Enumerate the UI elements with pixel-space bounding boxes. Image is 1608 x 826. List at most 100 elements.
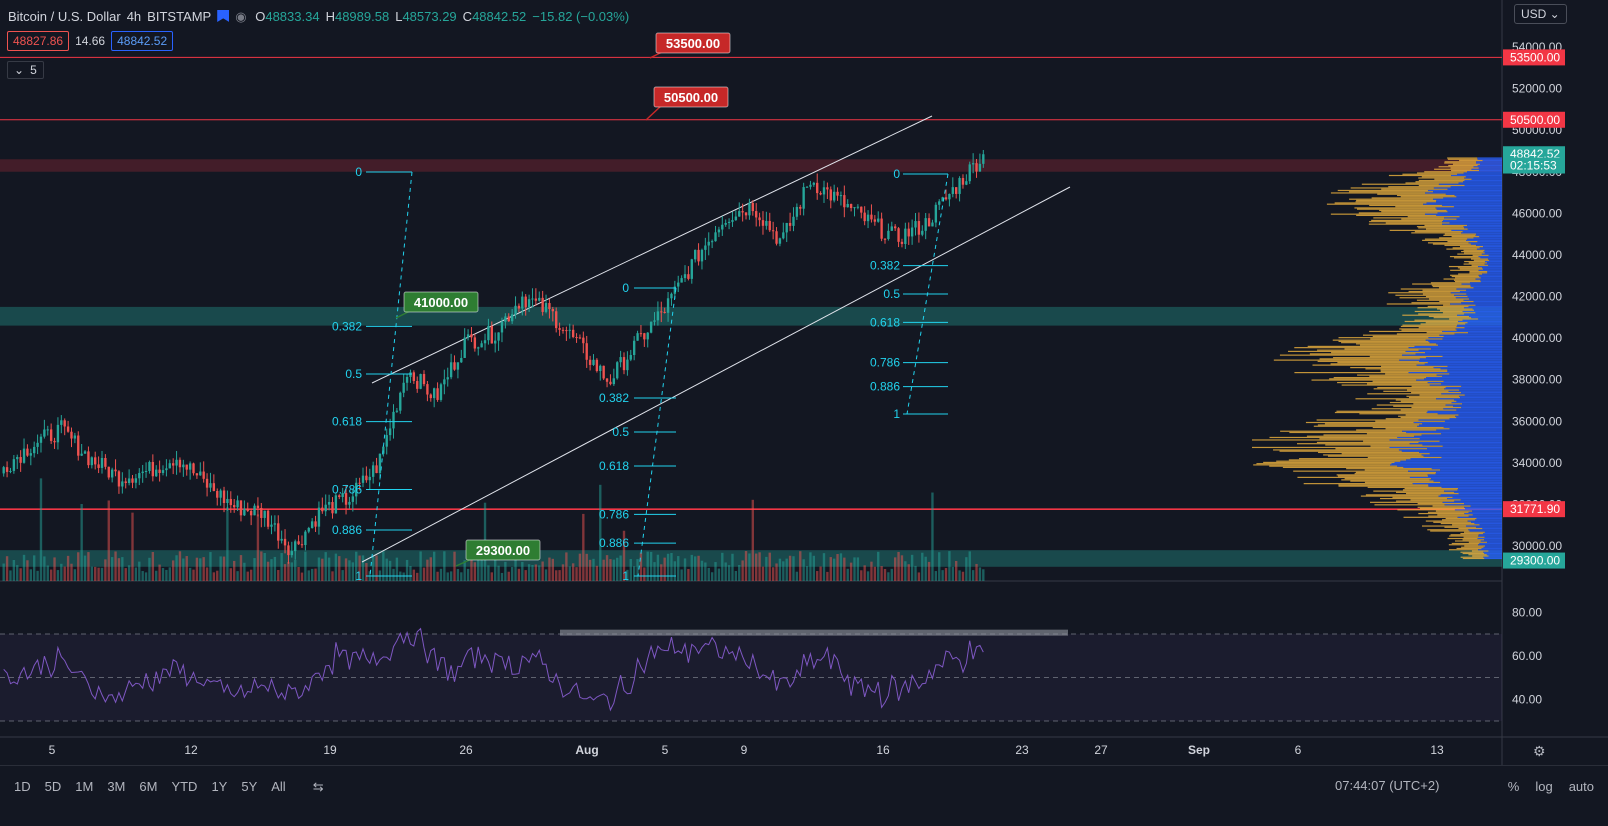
candle-body (765, 220, 768, 226)
profile-bar (1333, 376, 1427, 379)
candle-body (571, 329, 575, 338)
flag-icon[interactable] (217, 10, 230, 22)
candle-body (12, 459, 16, 471)
profile-bar (1464, 179, 1502, 182)
candle-body (863, 212, 866, 222)
profile-bar (1449, 418, 1502, 420)
timeframe-all[interactable]: All (271, 778, 286, 794)
candle-body (80, 453, 83, 456)
volume-bar (860, 570, 863, 581)
symbol-title[interactable]: Bitcoin / U.S. Dollar (8, 8, 121, 24)
profile-bar (1444, 504, 1502, 506)
profile-bar (1476, 526, 1502, 528)
volume-bar (822, 553, 826, 581)
currency-button[interactable]: USD ⌄ (1514, 4, 1567, 24)
profile-bar (1461, 546, 1484, 548)
profile-bar (1356, 208, 1437, 210)
timeframe-3m[interactable]: 3M (107, 778, 126, 794)
profile-bar (1451, 542, 1480, 545)
profile-bar (1388, 174, 1452, 177)
profile-bar (1464, 545, 1486, 547)
profile-bar (1332, 339, 1426, 341)
buy-price[interactable]: 48842.52 (111, 31, 174, 51)
profile-bar (1263, 461, 1395, 464)
profile-bar (1313, 425, 1418, 427)
profile-bar (1425, 520, 1468, 522)
candle-body (632, 340, 636, 356)
profile-bar (1395, 399, 1455, 401)
profile-bar (1372, 426, 1444, 429)
interval-label[interactable]: 4h (126, 8, 142, 24)
profile-bar (1361, 183, 1439, 185)
profile-bar (1478, 255, 1502, 258)
profile-bar (1485, 545, 1502, 547)
candle-body (751, 202, 754, 212)
profile-bar (1389, 446, 1502, 449)
candle-body (900, 241, 904, 244)
profile-bar (1329, 378, 1425, 380)
profile-bar (1447, 370, 1502, 372)
profile-bar (1480, 280, 1502, 283)
timeframe-1m[interactable]: 1M (75, 778, 94, 794)
volume-bar (22, 554, 26, 581)
volume-bar (782, 561, 785, 581)
profile-bar (1479, 236, 1502, 238)
profile-bar (1488, 264, 1502, 266)
sell-price[interactable]: 48827.86 (7, 31, 70, 51)
profile-bar (1403, 516, 1458, 518)
volume-bar (39, 478, 43, 581)
profile-bar (1276, 460, 1401, 462)
volume-bar (321, 558, 324, 581)
volume-bar (639, 552, 643, 581)
candle-body (273, 523, 277, 525)
profile-bar (1452, 496, 1502, 498)
timeframe-1y[interactable]: 1Y (211, 778, 228, 794)
profile-bar (1470, 243, 1502, 245)
timeframe-6m[interactable]: 6M (139, 778, 158, 794)
profile-bar (1336, 410, 1428, 412)
profile-bar (1418, 184, 1465, 187)
profile-bar (1269, 465, 1398, 467)
auto-toggle[interactable]: auto (1568, 778, 1594, 794)
profile-bar (1456, 416, 1502, 419)
profile-bar (1449, 428, 1502, 430)
indicators-toggle[interactable]: ⌄ 5 (7, 61, 44, 79)
profile-bar (1479, 275, 1502, 278)
volume-bar (622, 530, 626, 581)
profile-bar (1422, 239, 1467, 241)
candle-body (331, 502, 334, 514)
profile-bar (1426, 202, 1502, 204)
profile-bar (1381, 188, 1448, 190)
timeframe-5d[interactable]: 5D (44, 778, 62, 794)
profile-bar (1405, 182, 1459, 184)
candle-body (70, 431, 73, 439)
timeframe-ytd[interactable]: YTD (171, 778, 198, 794)
candle-body (585, 343, 588, 360)
volume-bar (690, 554, 693, 581)
eye-icon[interactable]: ◉ (235, 9, 247, 24)
profile-bar (1461, 232, 1502, 234)
candle-body (971, 163, 975, 165)
candle-body (575, 337, 578, 339)
timeframe-1d[interactable]: 1D (14, 778, 31, 794)
candle-body (256, 505, 260, 509)
candle-body (483, 340, 487, 344)
profile-bar (1434, 178, 1472, 180)
candle-body (809, 184, 812, 187)
profile-bar (1473, 259, 1490, 261)
fib-c-label: 0.5 (883, 287, 900, 301)
percent-toggle[interactable]: % (1507, 778, 1520, 794)
profile-bar (1356, 214, 1437, 217)
fib-b-label: 0.786 (599, 507, 629, 521)
volume-bar (463, 560, 466, 581)
timeframe-5y[interactable]: 5Y (241, 778, 258, 794)
candle-body (826, 187, 829, 190)
date-range-icon[interactable]: ⇆ (312, 779, 324, 794)
profile-bar (1427, 448, 1502, 450)
profile-bar (1408, 396, 1461, 399)
profile-bar (1363, 440, 1440, 442)
candle-body (117, 471, 121, 487)
log-toggle[interactable]: log (1535, 778, 1553, 794)
profile-bar (1355, 201, 1437, 203)
